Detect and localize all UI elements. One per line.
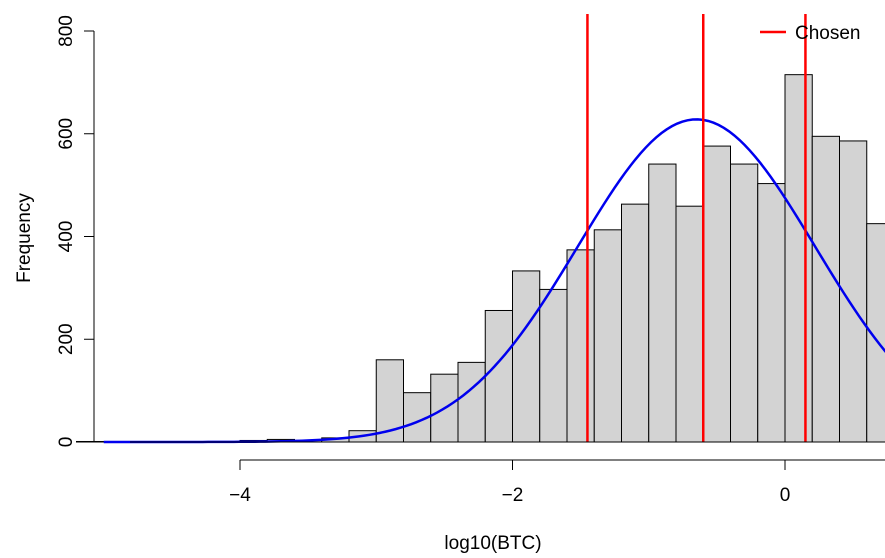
histogram-bar — [811, 135, 840, 443]
legend-label-chosen: Chosen — [795, 23, 861, 44]
y-tick-label: 200 — [56, 323, 77, 355]
histogram-bar — [512, 270, 541, 443]
histogram-bar — [648, 163, 677, 443]
histogram-bar — [484, 309, 513, 443]
normal-fit-curve — [103, 118, 885, 444]
y-tick-label: 600 — [56, 118, 77, 150]
x-axis-title: log10(BTC) — [444, 533, 541, 554]
histogram-bar — [866, 223, 885, 443]
legend: Chosen — [760, 23, 861, 44]
x-tick-label: −2 — [502, 485, 524, 506]
histogram-bar — [457, 361, 486, 443]
y-tick-label: 400 — [56, 221, 77, 253]
histogram-bar — [730, 163, 759, 443]
normal-fit-curve-layer — [103, 118, 885, 444]
histogram-bars — [76, 74, 885, 443]
y-tick-label: 800 — [56, 15, 77, 47]
y-tick-label: 0 — [56, 437, 77, 448]
chosen-lines-layer — [586, 14, 807, 442]
x-tick-label: −4 — [229, 485, 251, 506]
histogram-bar — [539, 288, 568, 443]
histogram-bar — [702, 145, 731, 443]
histogram-bar — [593, 229, 622, 443]
x-tick-label: 0 — [780, 485, 791, 506]
histogram-bar — [784, 74, 813, 443]
histogram-bar — [621, 203, 650, 443]
histogram-bar — [757, 183, 786, 443]
histogram-bar — [675, 205, 704, 443]
y-axis-title: Frequency — [14, 193, 35, 283]
axes: −4−2020200400600800 — [56, 15, 885, 506]
histogram-bar — [566, 249, 595, 443]
